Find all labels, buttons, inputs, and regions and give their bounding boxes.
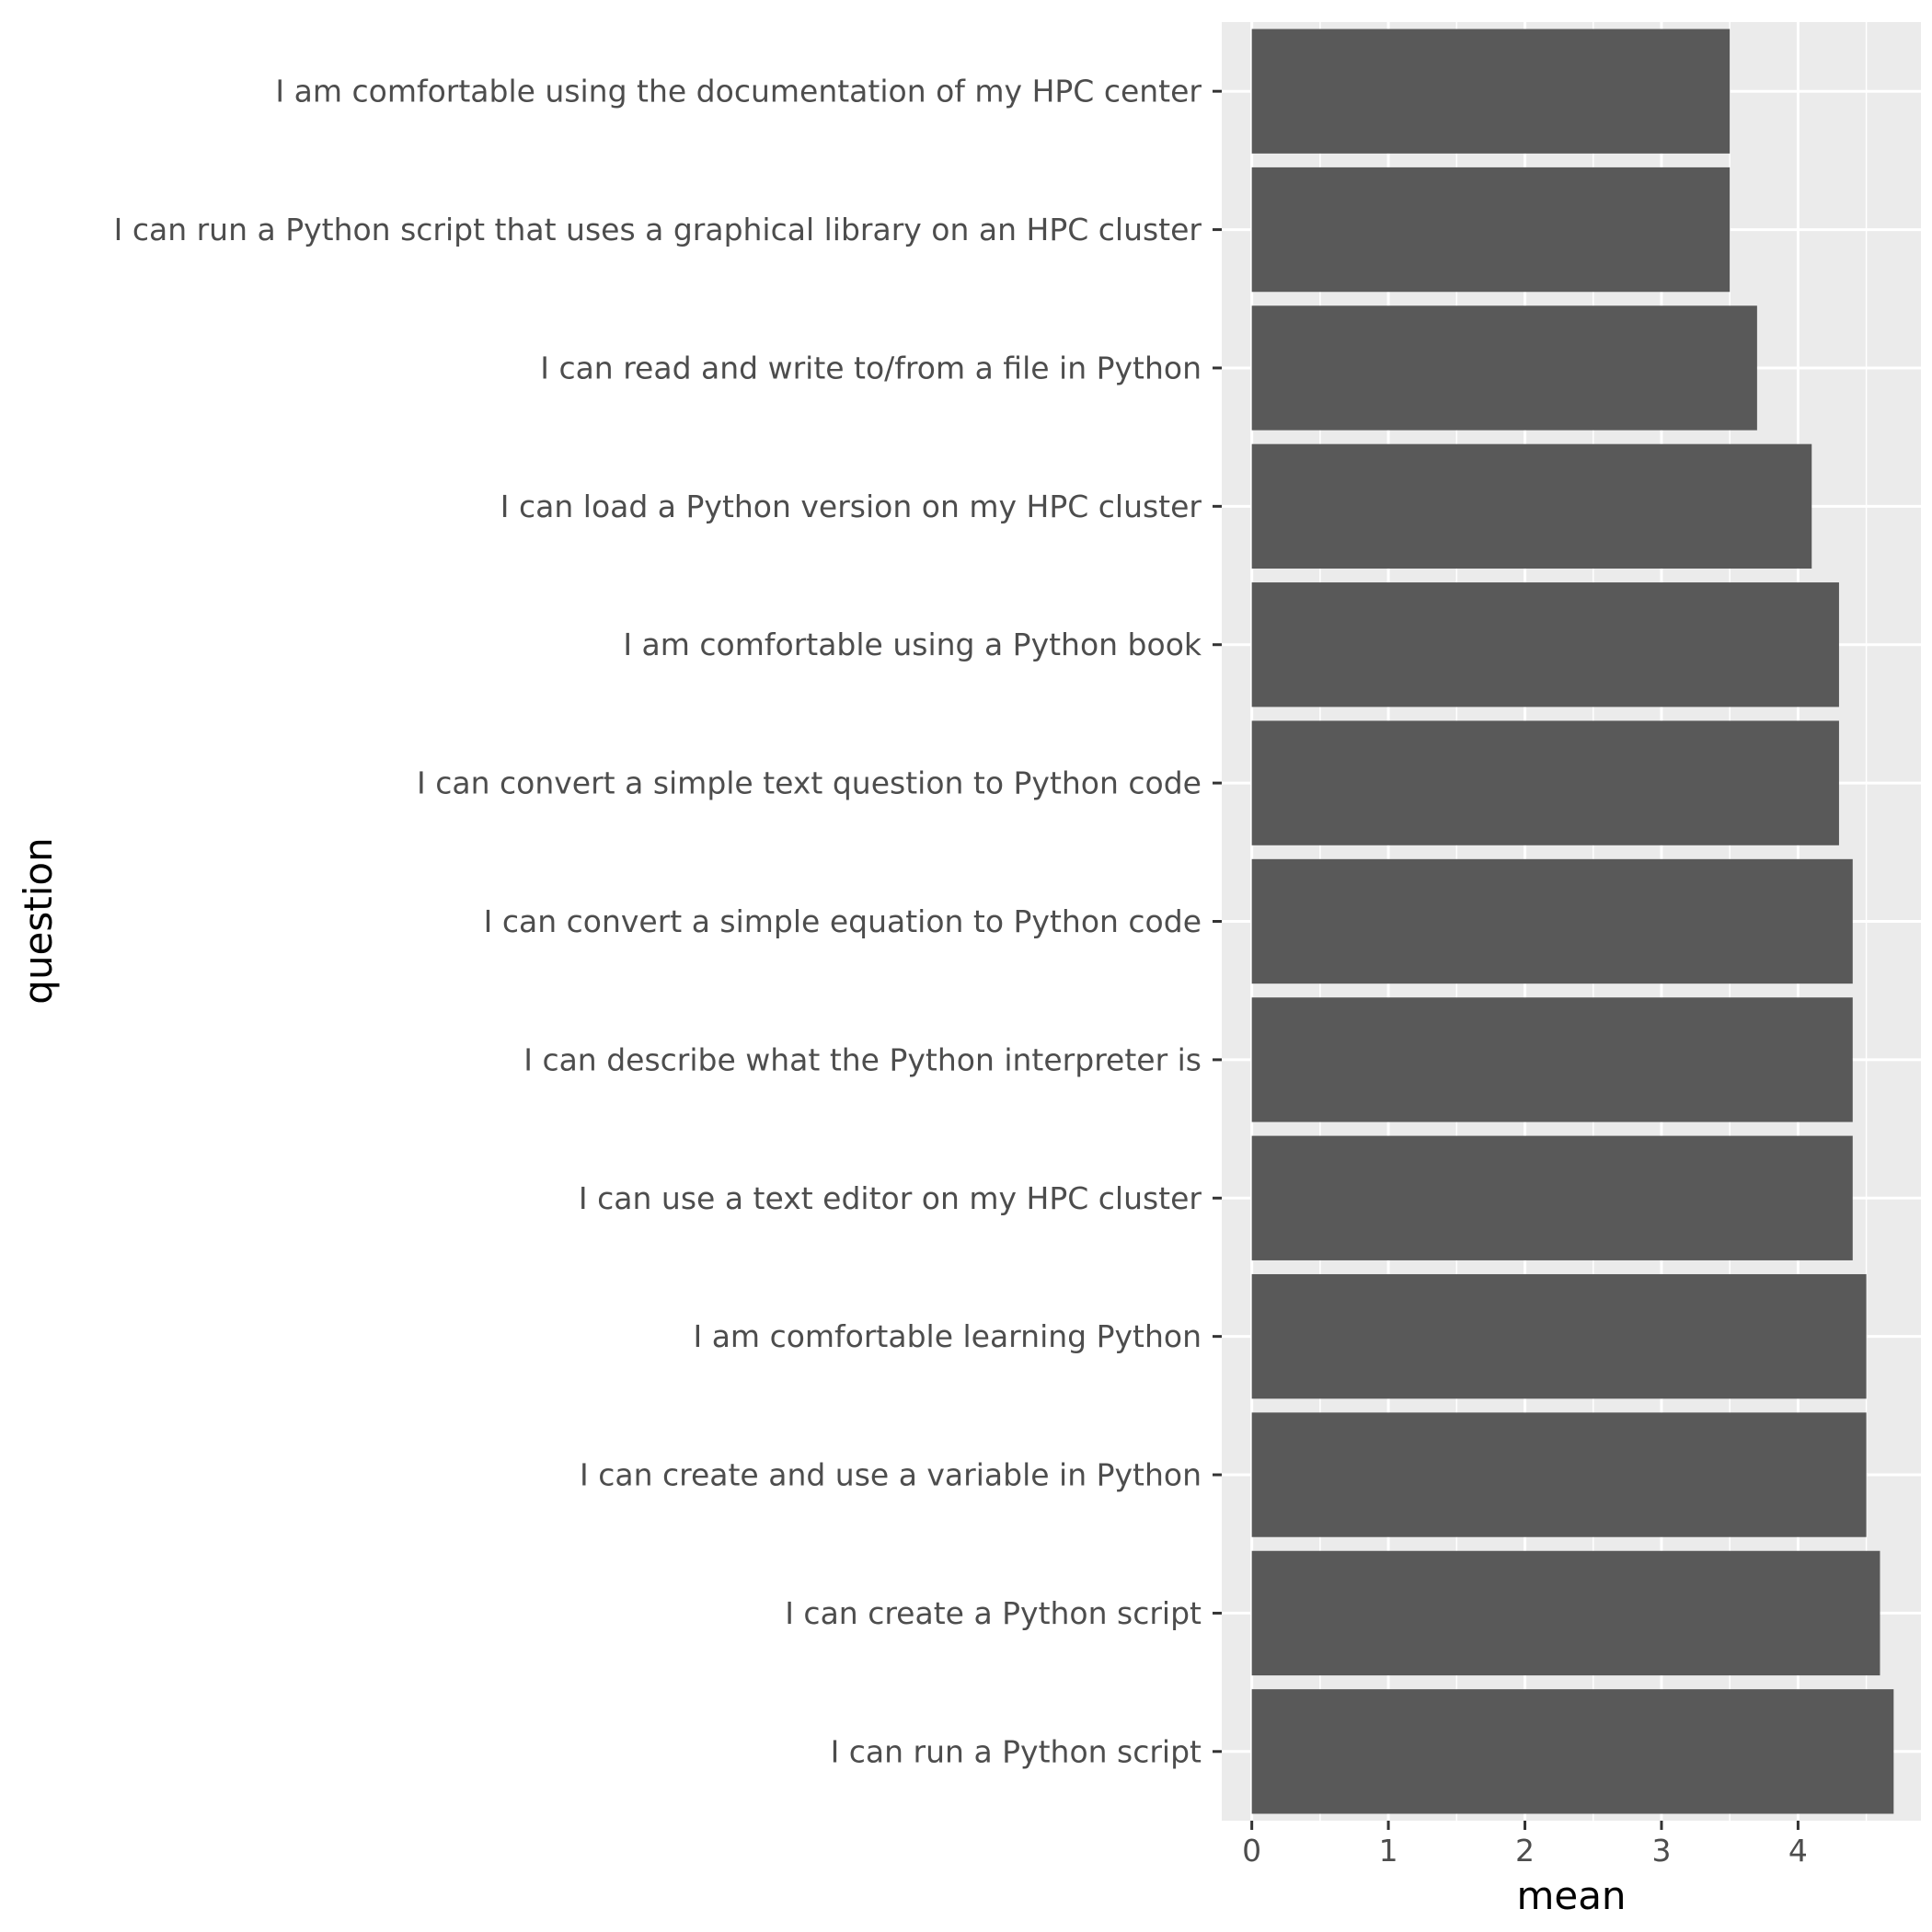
bars xyxy=(1251,29,1894,1814)
x-axis-title: mean xyxy=(1516,1873,1626,1918)
y-tick-label: I am comfortable learning Python xyxy=(693,1318,1202,1354)
x-tick-label: 2 xyxy=(1515,1833,1535,1869)
y-tick-label: I can use a text editor on my HPC cluste… xyxy=(579,1180,1202,1216)
y-tick-label: I can convert a simple equation to Pytho… xyxy=(484,903,1202,939)
bar xyxy=(1251,1273,1867,1399)
x-axis: 0 1 2 3 4 xyxy=(1242,1821,1808,1869)
y-tick-label: I can describe what the Python interpret… xyxy=(523,1041,1202,1077)
y-tick-label: I can read and write to/from a file in P… xyxy=(540,350,1202,385)
y-tick-label: I can create a Python script xyxy=(785,1595,1202,1631)
bar xyxy=(1251,443,1812,569)
bar xyxy=(1251,1412,1867,1537)
y-tick-label: I can run a Python script xyxy=(831,1733,1202,1769)
y-tick-label: I am comfortable using a Python book xyxy=(623,627,1202,662)
bar xyxy=(1251,1550,1880,1676)
x-tick-label: 3 xyxy=(1651,1833,1671,1869)
x-tick-label: 1 xyxy=(1379,1833,1398,1869)
y-tick-label: I can load a Python version on my HPC cl… xyxy=(500,489,1202,524)
y-tick-label: I can create and use a variable in Pytho… xyxy=(580,1457,1202,1493)
y-axis-title: question xyxy=(16,837,61,1004)
bar xyxy=(1251,167,1731,293)
bar xyxy=(1251,720,1839,845)
bar xyxy=(1251,29,1731,154)
bar xyxy=(1251,1689,1894,1814)
x-tick-label: 0 xyxy=(1242,1833,1261,1869)
bar xyxy=(1251,997,1853,1122)
y-tick-label: I can convert a simple text question to … xyxy=(417,765,1202,801)
y-axis: I am comfortable using the documentation… xyxy=(114,74,1222,1769)
bar xyxy=(1251,305,1757,431)
y-tick-label: I can run a Python script that uses a gr… xyxy=(114,212,1202,247)
y-tick-label: I am comfortable using the documentation… xyxy=(275,74,1202,109)
bar xyxy=(1251,582,1839,707)
bar xyxy=(1251,1135,1853,1260)
bar xyxy=(1251,858,1853,984)
x-tick-label: 4 xyxy=(1788,1833,1808,1869)
